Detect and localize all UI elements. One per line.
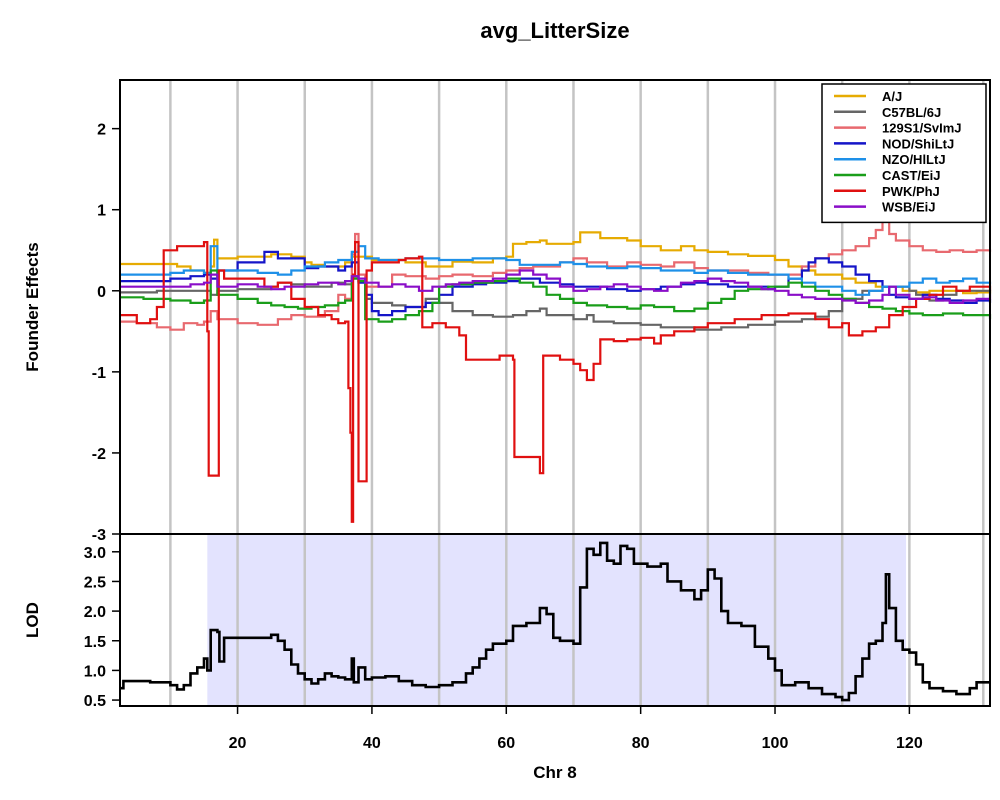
series-line [120,241,992,523]
y-tick-label: 2.5 [84,574,106,591]
series-line [120,245,992,296]
founder-effects-y-ticks: -3 -2 -1 0 1 2 [92,122,120,544]
y-tick-label: 1.0 [84,663,106,680]
series-line [120,220,992,331]
series-line [120,250,992,317]
legend-label: 129S1/SvImJ [882,121,962,136]
legend-box [821,83,987,224]
legend-label: WSB/EiJ [882,200,935,215]
x-tick-label: 40 [363,735,381,752]
bottom-y-axis-label: LOD [23,602,42,638]
bottom-gridlines [169,534,985,706]
x-tick-label: 100 [762,735,789,752]
lod-line [120,541,990,702]
y-tick-label: 1.5 [84,634,106,651]
x-axis-label: Chr 8 [533,763,576,782]
y-tick-label: -3 [92,527,106,544]
x-tick-label: 60 [497,735,515,752]
lod-series [120,541,990,702]
x-tick-label: 80 [632,735,650,752]
top-y-axis-label: Founder Effects [23,242,42,371]
legend-label: A/J [882,89,902,104]
legend: A/JC57BL/6J129S1/SvImJNOD/ShiLtJNZO/HlLt… [821,83,987,224]
series-line [120,269,992,323]
chart-title: avg_LitterSize [480,18,629,43]
lod-y-ticks: 0.5 1.0 1.5 2.0 2.5 3.0 [84,545,120,710]
legend-label: CAST/EiJ [882,168,941,183]
series-line [120,269,992,304]
y-tick-label: 1 [97,203,106,220]
y-tick-label: 3.0 [84,545,106,562]
x-tick-label: 120 [896,735,923,752]
founder-effect-series [120,220,992,523]
y-tick-label: 2 [97,122,106,139]
y-tick-label: 0 [97,284,106,301]
series-line [120,231,992,295]
founder-effects-panel: -3 -2 -1 0 1 2 Founder Effects A/JC57BL/6J129… [23,79,992,544]
legend-label: C57BL/6J [882,105,941,120]
y-tick-label: 0.5 [84,693,106,710]
legend-label: NZO/HlLtJ [882,152,946,167]
lod-x-ticks: 20 40 60 80 100 120 [229,706,923,752]
y-tick-label: -2 [92,446,106,463]
y-tick-label: 2.0 [84,604,106,621]
lod-panel: 0.5 1.0 1.5 2.0 2.5 3.0 20 40 60 80 100 120 LOD Ch… [23,533,991,782]
bottom-plot-frame [119,533,991,707]
legend-label: NOD/ShiLtJ [882,136,954,151]
legend-label: PWK/PhJ [882,184,940,199]
x-tick-label: 20 [229,735,247,752]
y-tick-label: -1 [92,365,106,382]
